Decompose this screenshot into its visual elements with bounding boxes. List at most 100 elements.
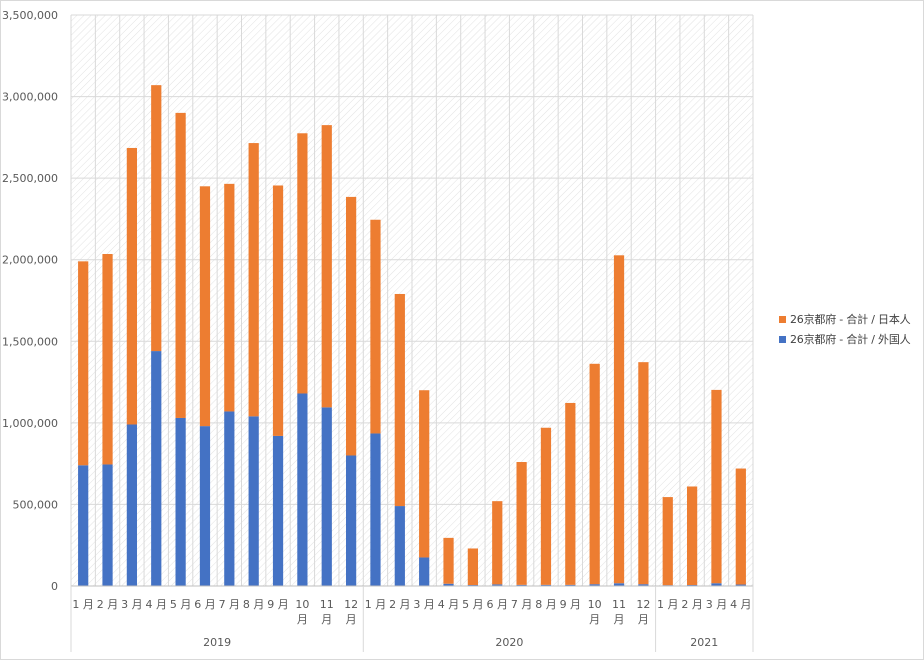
x-tick-label: 9 月 — [267, 598, 289, 611]
y-tick-label: 1,000,000 — [2, 417, 58, 430]
legend-swatch-foreign — [779, 335, 786, 343]
bar-segment-japanese — [272, 185, 284, 436]
bar-segment-japanese — [394, 293, 405, 507]
bar-segment-japanese — [613, 255, 625, 584]
bar-segment-japanese — [419, 390, 430, 558]
bar-segment-foreign — [443, 583, 454, 586]
x-tick-label: 9 月 — [560, 598, 582, 611]
bar-segment-foreign — [151, 351, 162, 586]
y-tick-label: 2,500,000 — [2, 172, 58, 185]
x-tick-label: 2 月 — [389, 598, 411, 611]
x-tick-label: 8 月 — [535, 598, 557, 611]
x-tick-label: 4 月 — [438, 598, 460, 611]
bar-segment-foreign — [540, 584, 552, 586]
bar-segment-foreign — [126, 424, 138, 586]
bar-segment-japanese — [78, 261, 89, 466]
bar-segment-foreign — [565, 584, 576, 586]
bar-segment-japanese — [589, 363, 600, 585]
bar-segment-foreign — [175, 417, 186, 586]
x-tick-label-unit: 月 — [589, 613, 600, 626]
bar-segment-japanese — [199, 186, 211, 427]
x-tick-label: 12 — [344, 598, 358, 611]
x-tick-label: 3 月 — [706, 598, 728, 611]
x-tick-label-unit: 月 — [638, 613, 649, 626]
bar-segment-japanese — [492, 501, 503, 585]
bar-segment-japanese — [711, 389, 722, 584]
bar-segment-japanese — [175, 112, 186, 418]
x-tick-label-unit: 月 — [297, 613, 308, 626]
x-tick-label: 1 月 — [72, 598, 94, 611]
bar-segment-foreign — [492, 584, 503, 586]
x-tick-label: 4 月 — [730, 598, 752, 611]
bar-segment-japanese — [345, 196, 357, 456]
bar-segment-foreign — [711, 583, 722, 586]
bar-segment-foreign — [735, 584, 746, 586]
bar-segment-japanese — [370, 219, 381, 434]
x-tick-label: 10 — [295, 598, 309, 611]
x-tick-label: 2 月 — [681, 598, 703, 611]
bar-segment-japanese — [102, 254, 113, 465]
bar-segment-japanese — [224, 183, 235, 412]
x-tick-label-unit: 月 — [614, 613, 625, 626]
bar-segment-japanese — [565, 402, 576, 585]
bar-segment-foreign — [419, 557, 430, 586]
bar-segment-japanese — [735, 468, 746, 585]
bar-segment-foreign — [78, 465, 89, 586]
x-group-label: 2021 — [690, 636, 718, 649]
x-tick-label: 10 — [588, 598, 602, 611]
x-tick-label: 7 月 — [511, 598, 533, 611]
y-tick-label: 500,000 — [13, 498, 59, 511]
bar-segment-foreign — [297, 393, 308, 586]
bar-segment-foreign — [272, 435, 284, 586]
x-tick-label: 3 月 — [413, 598, 435, 611]
legend-item-japanese: 26京都府 - 合計 / 日本人 — [779, 309, 911, 329]
y-tick-label: 2,000,000 — [2, 254, 58, 267]
y-tick-label: 3,000,000 — [2, 91, 58, 104]
x-tick-label: 5 月 — [170, 598, 192, 611]
bar-segment-foreign — [589, 584, 600, 586]
y-tick-label: 1,500,000 — [2, 335, 58, 348]
x-tick-label: 6 月 — [487, 598, 509, 611]
x-tick-label-unit: 月 — [346, 613, 357, 626]
legend-swatch-japanese — [779, 315, 786, 323]
x-group-label: 2019 — [203, 636, 231, 649]
x-tick-label: 1 月 — [657, 598, 679, 611]
x-tick-label: 11 — [612, 598, 626, 611]
bar-segment-foreign — [321, 407, 332, 586]
x-tick-label: 8 月 — [243, 598, 265, 611]
bar-segment-foreign — [394, 506, 405, 586]
x-tick-label: 11 — [320, 598, 334, 611]
x-tick-label: 1 月 — [365, 598, 387, 611]
bar-segment-japanese — [638, 362, 649, 585]
bar-segment-foreign — [613, 583, 625, 586]
y-tick-label: 0 — [51, 580, 58, 593]
x-tick-label-unit: 月 — [321, 613, 332, 626]
x-tick-label: 5 月 — [462, 598, 484, 611]
x-tick-label: 2 月 — [97, 598, 119, 611]
bar-segment-foreign — [638, 584, 649, 586]
x-tick-label: 3 月 — [121, 598, 143, 611]
bar-segment-foreign — [102, 464, 113, 586]
bar-segment-foreign — [370, 433, 381, 586]
bar-segment-japanese — [443, 537, 454, 584]
bar-segment-foreign — [199, 426, 211, 586]
legend-item-foreign: 26京都府 - 合計 / 外国人 — [779, 329, 911, 349]
x-tick-label: 6 月 — [194, 598, 216, 611]
bar-segment-japanese — [662, 497, 673, 586]
bar-segment-foreign — [224, 411, 235, 586]
x-tick-label: 7 月 — [219, 598, 241, 611]
bar-segment-japanese — [540, 427, 552, 585]
bar-segment-japanese — [297, 133, 308, 394]
legend-label-japanese: 26京都府 - 合計 / 日本人 — [790, 313, 911, 326]
y-tick-label: 3,500,000 — [2, 9, 58, 22]
bar-segment-foreign — [248, 416, 259, 586]
bar-segment-japanese — [151, 85, 162, 352]
x-tick-label: 4 月 — [146, 598, 168, 611]
legend: 26京都府 - 合計 / 日本人 26京都府 - 合計 / 外国人 — [779, 309, 911, 349]
bar-segment-foreign — [345, 455, 357, 586]
y-axis: 0 500,000 1,000,000 1,500,000 2,000,000 2,500… — [2, 9, 58, 593]
bars — [78, 85, 746, 586]
